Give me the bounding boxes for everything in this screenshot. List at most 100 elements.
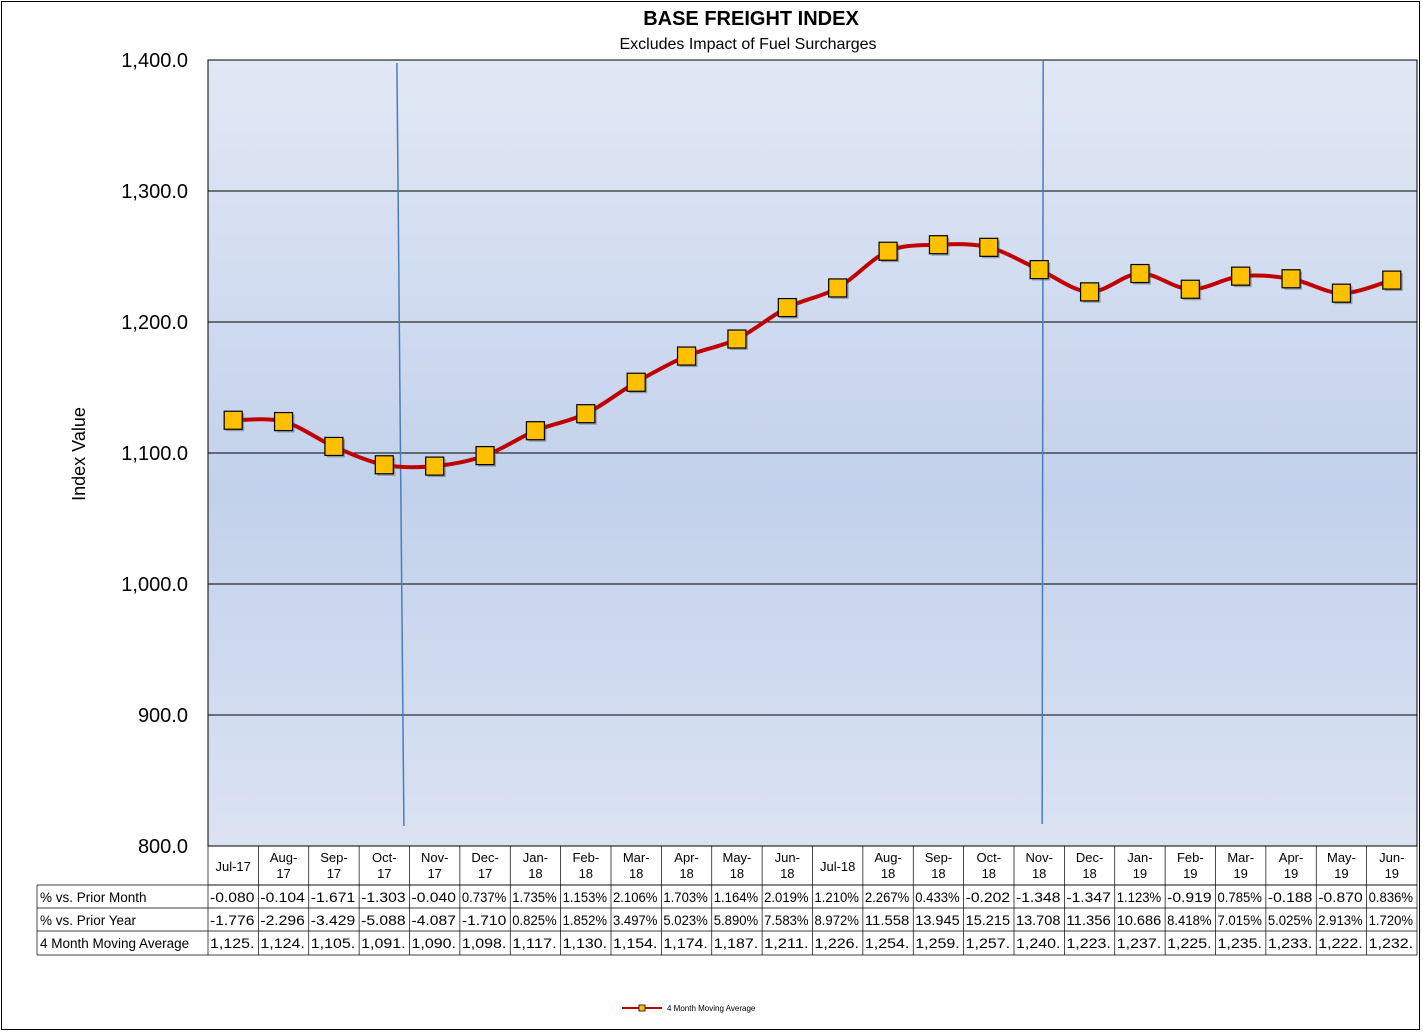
x-tick-label: Jul-17 xyxy=(215,859,250,874)
data-point-marker xyxy=(777,297,797,318)
x-tick-label: 19 xyxy=(1385,866,1399,881)
x-tick-label: Apr- xyxy=(1279,850,1304,865)
data-point-marker xyxy=(374,455,394,475)
table-cell: 0.825% xyxy=(512,913,556,928)
data-point-marker xyxy=(1029,260,1049,280)
grid-lines xyxy=(208,190,1417,716)
x-tick-label: Jan- xyxy=(1127,850,1152,865)
table-cell: 1,117. xyxy=(512,936,556,951)
table-cell: 1,225. xyxy=(1167,936,1211,951)
table-cell: 1,154. xyxy=(613,936,657,951)
data-point-marker xyxy=(727,329,747,349)
reference-line xyxy=(396,62,405,827)
y-tick-label: 800.0 xyxy=(138,836,188,858)
data-point-marker xyxy=(425,456,445,476)
table-cell: -3.429 xyxy=(311,913,355,928)
table-cell: 1.703% xyxy=(663,890,707,905)
table-cell: 1,232. xyxy=(1369,936,1413,951)
x-tick-label: 18 xyxy=(1032,866,1046,881)
table-cell: 1.123% xyxy=(1117,890,1161,905)
table-cell: 15.215 xyxy=(966,913,1010,928)
data-point-marker xyxy=(1231,266,1251,286)
x-tick-label: 17 xyxy=(478,866,492,881)
table-cell: 1,090. xyxy=(412,936,456,951)
data-point-marker xyxy=(1331,283,1352,303)
table-cell: 11.356 xyxy=(1066,913,1110,928)
legend-marker xyxy=(638,1004,646,1012)
table-cell: 1,187. xyxy=(714,936,758,951)
x-tick-label: Mar- xyxy=(623,850,650,865)
y-tick-label: 900.0 xyxy=(138,705,188,727)
table-cell: -4.087 xyxy=(412,913,456,928)
table-cell: 5.890% xyxy=(714,913,758,928)
x-tick-label: 19 xyxy=(1284,866,1298,881)
data-point-marker xyxy=(324,436,344,457)
data-point-marker xyxy=(676,346,697,366)
x-tick-label: 18 xyxy=(1082,866,1096,881)
data-point-marker xyxy=(928,235,949,255)
x-tick-label: May- xyxy=(1327,850,1356,865)
x-tick-label: Jun- xyxy=(775,850,800,865)
x-tick-label: 18 xyxy=(931,866,945,881)
table-cell: -1.348 xyxy=(1016,890,1060,905)
table-cell: 1,235. xyxy=(1218,936,1262,951)
table-cell: -0.104 xyxy=(260,890,305,905)
table-cell: 0.836% xyxy=(1369,890,1413,905)
x-tick-label: Mar- xyxy=(1227,850,1254,865)
x-tick-label: Feb- xyxy=(572,850,599,865)
table-cell: -1.347 xyxy=(1066,890,1110,905)
table-cell: 1.735% xyxy=(512,890,556,905)
series-layer xyxy=(223,235,1403,478)
data-point-marker xyxy=(1281,269,1301,289)
x-tick-label: 17 xyxy=(327,866,341,881)
data-point-marker xyxy=(576,404,596,424)
table-cell: 5.025% xyxy=(1268,913,1312,928)
table-cell: 0.737% xyxy=(462,890,506,905)
table-cell: -2.296 xyxy=(260,913,304,928)
y-tick-labels: 800.0 900.0 1,000.0 1,100.0 1,200.0 1,300.0 1,… xyxy=(121,50,188,858)
x-tick-label: 18 xyxy=(881,866,895,881)
table-cell: 1,125. xyxy=(210,936,254,951)
y-tick-label: 1,100.0 xyxy=(121,443,188,465)
x-tick-label: 18 xyxy=(982,866,996,881)
table-cell: 5.023% xyxy=(663,913,707,928)
x-tick-label: 19 xyxy=(1133,866,1147,881)
table-cell: 7.015% xyxy=(1218,913,1262,928)
x-tick-label: 18 xyxy=(679,866,693,881)
table-cell: 1.852% xyxy=(563,913,607,928)
table-cell: 10.686 xyxy=(1117,913,1161,928)
table-cell: 2.019% xyxy=(764,890,808,905)
table-cell: 1.210% xyxy=(815,890,859,905)
table-cell: 1,223. xyxy=(1066,936,1110,951)
x-tick-label: 18 xyxy=(579,866,593,881)
table-cell: 1,130. xyxy=(563,936,607,951)
x-tick-label: Dec- xyxy=(1076,850,1103,865)
table-cell: 1,240. xyxy=(1016,936,1060,951)
table-cell: 1,259. xyxy=(915,936,959,951)
data-point-marker xyxy=(1130,263,1150,284)
table-cell: 3.497% xyxy=(613,913,657,928)
x-tick-label: 17 xyxy=(377,866,391,881)
data-point-marker xyxy=(979,237,999,257)
table-cell: 13.708 xyxy=(1016,913,1060,928)
table-cell: 13.945 xyxy=(915,913,959,928)
data-point-marker xyxy=(525,421,546,441)
x-tick-label: Sep- xyxy=(320,850,347,865)
y-tick-label: 1,000.0 xyxy=(121,574,188,596)
x-tick-label: 18 xyxy=(528,866,542,881)
table-cell: 1,257. xyxy=(966,936,1010,951)
table-cell: -0.080 xyxy=(210,890,254,905)
table-cell: -0.870 xyxy=(1318,890,1362,905)
table-row-label: 4 Month Moving Average xyxy=(40,936,189,951)
reference-lines xyxy=(396,59,1044,827)
x-tick-label: Aug- xyxy=(270,850,297,865)
y-tick-label: 1,200.0 xyxy=(121,312,188,334)
x-tick-label: Aug- xyxy=(874,850,901,865)
table-cell: 2.913% xyxy=(1318,913,1362,928)
data-point-marker xyxy=(223,410,243,430)
chart-subtitle: Excludes Impact of Fuel Surcharges xyxy=(619,36,876,53)
x-tick-label: Nov- xyxy=(1025,850,1052,865)
data-table: Jul-17Aug-17Sep-17Oct-17Nov-17Dec-17Jan-… xyxy=(36,846,1418,956)
x-tick-label: 19 xyxy=(1233,866,1247,881)
